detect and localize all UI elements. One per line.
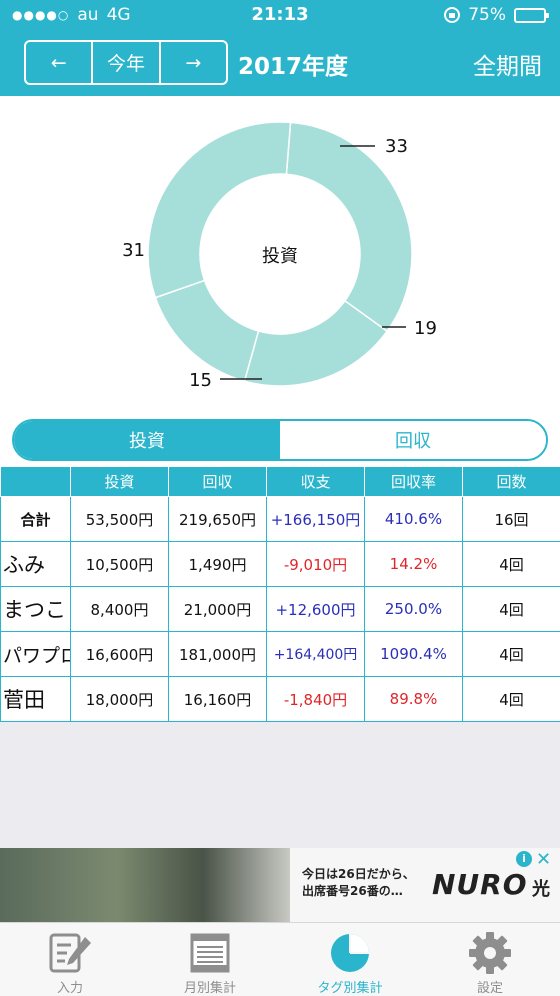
all-period-button[interactable]: 全期間: [473, 54, 542, 80]
row-balance: +12,600円: [266, 586, 365, 632]
calendar-icon: [190, 933, 230, 973]
page-title: 2017年度: [238, 54, 349, 80]
carrier-label: au: [77, 5, 99, 25]
network-label: 4G: [106, 5, 131, 25]
slice-value-label: 31: [122, 240, 145, 261]
ad-brand-logo: NURO: [432, 868, 528, 901]
row-rate: 14.2%: [364, 541, 463, 587]
status-bar: ●●●●○ au 4G 21:13 75%: [0, 0, 560, 32]
gear-icon: [469, 932, 511, 974]
rotation-lock-icon: [444, 7, 461, 23]
row-recover: 21,000円: [168, 586, 267, 632]
table-row-total[interactable]: 合計 53,500円 219,650円 +166,150円 410.6% 16回: [0, 496, 560, 542]
period-navigator: ← 今年 →: [24, 40, 228, 85]
ad-photo: [0, 848, 290, 922]
edit-icon: [49, 933, 91, 973]
tab-tag-label: タグ別集計: [317, 981, 383, 996]
row-recover: 1,490円: [168, 541, 267, 587]
table-row[interactable]: まつこ 8,400円 21,000円 +12,600円 250.0% 4回: [0, 586, 560, 632]
slice-value-label: 33: [385, 136, 408, 157]
row-rate: 410.6%: [364, 496, 463, 542]
tab-tag[interactable]: タグ別集計: [280, 923, 420, 996]
row-count: 4回: [462, 541, 560, 587]
next-period-button[interactable]: →: [158, 42, 226, 83]
prev-period-button[interactable]: ←: [50, 51, 67, 74]
row-balance: -1,840円: [266, 676, 365, 722]
row-recover: 16,160円: [168, 676, 267, 722]
view-toggle: 投資 回収: [12, 419, 548, 461]
row-invest: 10,500円: [70, 541, 169, 587]
header-rate: 回収率: [364, 466, 463, 497]
toggle-invest[interactable]: 投資: [14, 421, 280, 459]
pie-chart-icon: [331, 934, 369, 972]
ad-info-icon[interactable]: i: [516, 851, 532, 867]
header-invest: 投資: [70, 466, 169, 497]
row-name: 菅田: [0, 676, 71, 722]
row-count: 4回: [462, 676, 560, 722]
ad-copy: 今日は26日だから、 出席番号26番の…: [302, 866, 415, 900]
row-name: パワプロ: [0, 631, 71, 677]
battery-percent: 75%: [468, 5, 506, 25]
row-recover: 219,650円: [168, 496, 267, 542]
table-row[interactable]: パワプロ 16,600円 181,000円 +164,400円 1090.4% …: [0, 631, 560, 677]
row-invest: 53,500円: [70, 496, 169, 542]
tab-settings-label: 設定: [476, 981, 503, 996]
tab-input[interactable]: 入力: [0, 923, 140, 996]
header-recover: 回収: [168, 466, 267, 497]
row-count: 16回: [462, 496, 560, 542]
toggle-recover[interactable]: 回収: [280, 421, 546, 459]
header-name: [0, 466, 71, 497]
row-invest: 18,000円: [70, 676, 169, 722]
header-count: 回数: [462, 466, 560, 497]
slice-value-label: 15: [189, 370, 212, 391]
view-toggle-container: 投資 回収: [0, 416, 560, 466]
header-balance: 収支: [266, 466, 365, 497]
table-row[interactable]: ふみ 10,500円 1,490円 -9,010円 14.2% 4回: [0, 541, 560, 587]
row-rate: 250.0%: [364, 586, 463, 632]
row-name: ふみ: [0, 541, 71, 587]
row-name: まつこ: [0, 586, 71, 632]
row-rate: 1090.4%: [364, 631, 463, 677]
tab-bar: 入力 月別集計 タグ別集計: [0, 922, 560, 996]
chart-area: 投資 33 19 15 31: [0, 96, 560, 416]
row-balance: -9,010円: [266, 541, 365, 587]
header: ●●●●○ au 4G 21:13 75% ← 今年 → 2017年度 全期間: [0, 0, 560, 96]
signal-icon: ●●●●○: [12, 8, 70, 22]
table-header-row: 投資 回収 収支 回収率 回数: [0, 466, 560, 497]
row-recover: 181,000円: [168, 631, 267, 677]
current-period-button[interactable]: 今年: [91, 42, 158, 83]
ad-brand-sub: 光: [532, 879, 550, 900]
status-time: 21:13: [251, 4, 309, 25]
ad-line-1: 今日は26日だから、: [302, 867, 415, 881]
row-rate: 89.8%: [364, 676, 463, 722]
row-balance: +166,150円: [266, 496, 365, 542]
table-row[interactable]: 菅田 18,000円 16,160円 -1,840円 89.8% 4回: [0, 676, 560, 722]
donut-chart[interactable]: 投資 33 19 15 31: [0, 96, 560, 416]
row-invest: 8,400円: [70, 586, 169, 632]
ad-banner[interactable]: 今日は26日だから、 出席番号26番の… NURO 光 i ✕: [0, 848, 560, 922]
donut-slice[interactable]: [147, 121, 292, 299]
ad-close-icon[interactable]: ✕: [536, 849, 552, 870]
ad-line-2: 出席番号26番の…: [302, 884, 403, 898]
tab-settings[interactable]: 設定: [420, 923, 560, 996]
slice-value-label: 19: [414, 318, 437, 339]
tab-monthly[interactable]: 月別集計: [140, 923, 280, 996]
row-invest: 16,600円: [70, 631, 169, 677]
tab-input-label: 入力: [56, 981, 83, 996]
donut-slice[interactable]: [285, 121, 413, 333]
row-balance: +164,400円: [266, 631, 365, 677]
tab-monthly-label: 月別集計: [183, 981, 236, 996]
row-name: 合計: [0, 496, 71, 542]
summary-table: 投資 回収 収支 回収率 回数 合計 53,500円 219,650円 +166…: [0, 466, 560, 722]
row-count: 4回: [462, 631, 560, 677]
battery-icon: [514, 7, 549, 23]
donut-slice[interactable]: [154, 279, 260, 383]
row-count: 4回: [462, 586, 560, 632]
chart-center-label: 投資: [262, 246, 298, 267]
